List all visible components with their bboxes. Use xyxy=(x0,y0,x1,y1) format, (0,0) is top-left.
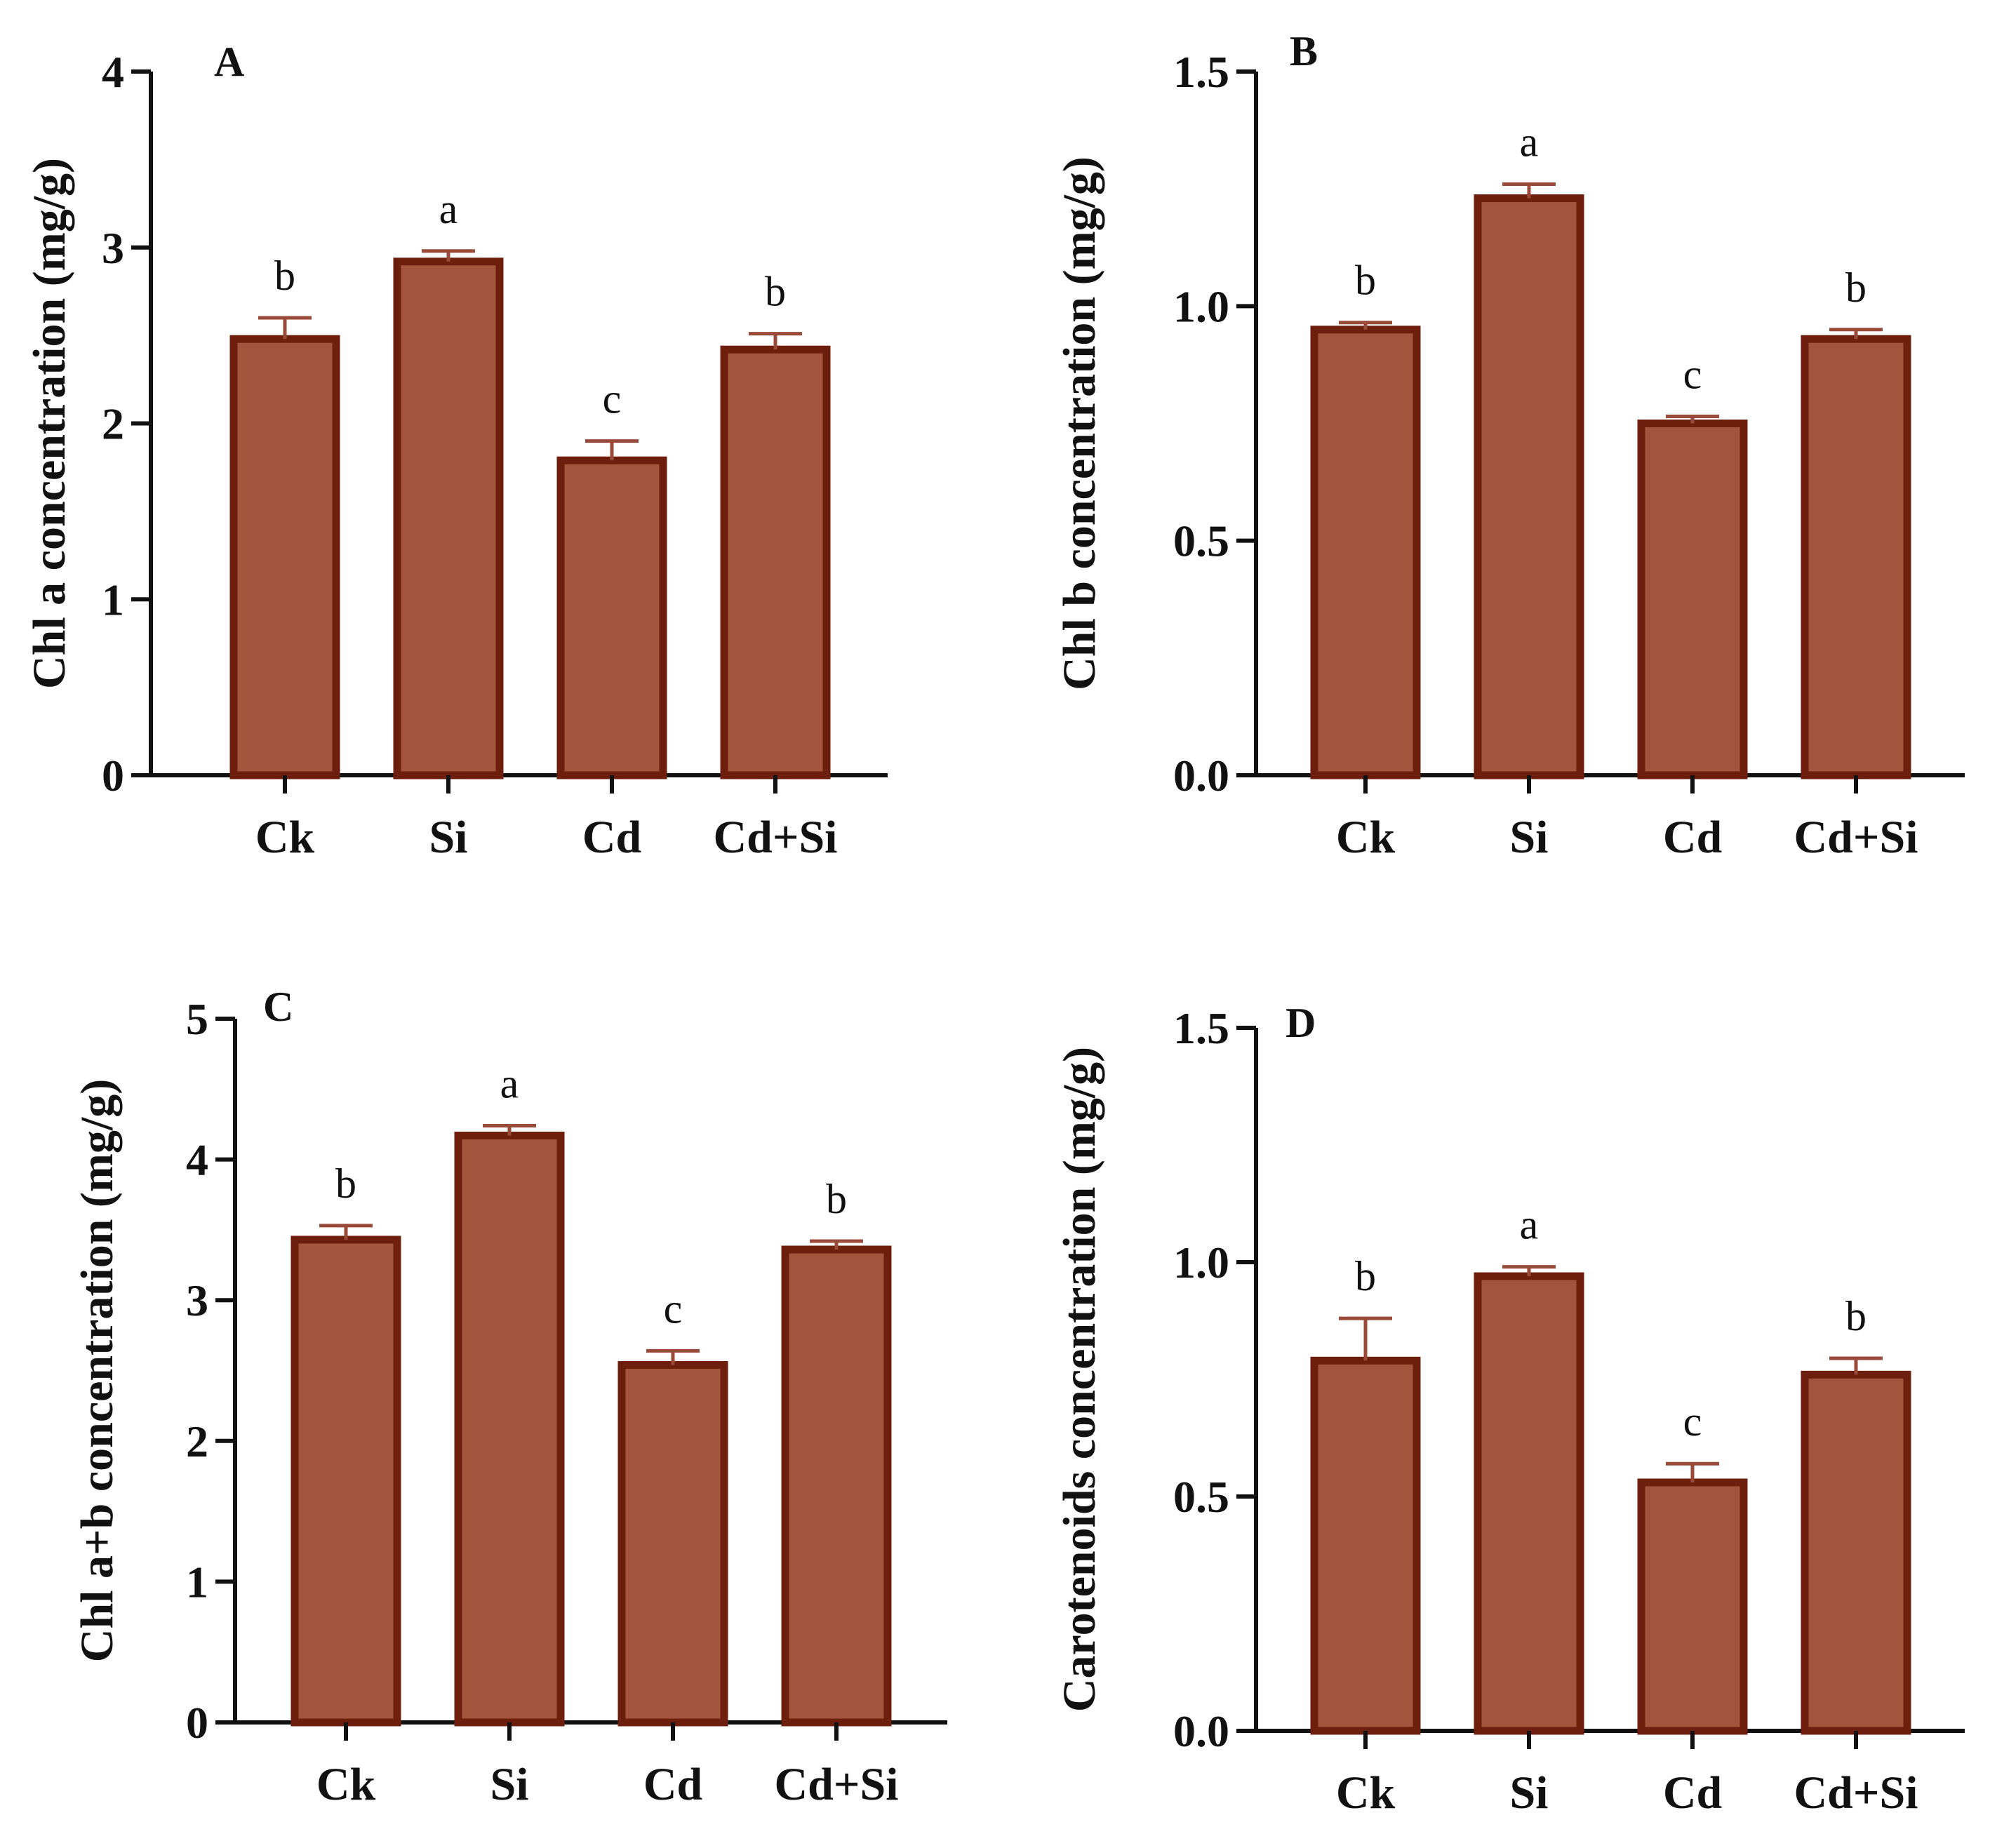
bar-cd-plus-si xyxy=(781,1245,892,1727)
significance-label: b xyxy=(765,269,786,315)
y-tick-label: 1.5 xyxy=(1173,47,1229,97)
chart-panel-c: 0 1 2 3 4 5 Chl a+b concentration (mg/g) Cb Ck a S… xyxy=(72,984,947,1810)
significance-label: b xyxy=(1355,1253,1376,1299)
x-tick-label: Cd xyxy=(582,812,641,863)
bar-si xyxy=(454,1131,565,1727)
bar-si xyxy=(1474,194,1584,779)
significance-label: a xyxy=(1520,119,1539,165)
panel-letter: B xyxy=(1290,28,1318,74)
x-tick-label: Ck xyxy=(316,1759,376,1810)
bar-cd xyxy=(617,1360,728,1727)
y-tick-label: 1.0 xyxy=(1173,1238,1229,1287)
significance-label: a xyxy=(500,1060,519,1106)
y-axis-title: Carotenoids concentration (mg/g) xyxy=(1054,1047,1105,1712)
significance-label: c xyxy=(1683,351,1702,397)
bar-ck xyxy=(1310,326,1421,779)
significance-label: b xyxy=(335,1160,356,1207)
y-tick-label: 0 xyxy=(102,751,124,801)
bar-cd-plus-si xyxy=(720,345,831,779)
chart-panel-a: 0 1 2 3 4 Chl a concentration (mg/g) Ab Ck a Si c C… xyxy=(24,39,888,863)
significance-label: a xyxy=(1520,1202,1539,1248)
x-tick-label: Ck xyxy=(1336,1767,1396,1819)
bar-si xyxy=(393,257,504,779)
y-tick-label: 1.5 xyxy=(1173,1003,1229,1053)
bar-ck xyxy=(1310,1356,1421,1735)
y-tick-label: 2 xyxy=(102,399,124,449)
significance-label: b xyxy=(274,253,295,299)
significance-label: b xyxy=(826,1176,847,1222)
bar-cd xyxy=(1637,1478,1748,1735)
y-tick-label: 3 xyxy=(102,223,124,273)
significance-label: b xyxy=(1845,265,1867,311)
x-tick-label: Cd+Si xyxy=(1794,1767,1918,1819)
x-tick-label: Si xyxy=(429,812,467,863)
x-tick-label: Cd xyxy=(1663,812,1722,863)
x-tick-label: Si xyxy=(1509,1767,1548,1819)
x-tick-label: Cd+Si xyxy=(1794,812,1918,863)
bar-cd xyxy=(556,456,667,779)
panel-letter: C xyxy=(263,984,293,1030)
y-tick-label: 0.0 xyxy=(1173,1706,1229,1756)
x-tick-label: Cd xyxy=(1663,1767,1722,1819)
bar-cd-plus-si xyxy=(1801,335,1911,779)
bar-cd xyxy=(1637,420,1748,779)
y-tick-label: 4 xyxy=(102,47,124,97)
y-tick-label: 1.0 xyxy=(1173,281,1229,331)
x-tick-label: Si xyxy=(490,1759,528,1810)
y-tick-label: 0 xyxy=(186,1698,208,1748)
y-tick-label: 3 xyxy=(186,1275,208,1325)
panel-letter: D xyxy=(1286,1000,1316,1046)
y-tick-label: 0.5 xyxy=(1173,1472,1229,1522)
x-tick-label: Cd+Si xyxy=(713,812,837,863)
y-tick-label: 1 xyxy=(102,575,124,624)
significance-label: c xyxy=(1683,1398,1702,1445)
bar-si xyxy=(1474,1272,1584,1735)
panel-letter: A xyxy=(214,39,244,85)
significance-label: b xyxy=(1845,1293,1867,1339)
x-tick-label: Cd xyxy=(643,1759,702,1810)
chart-panel-d: 0.0 0.5 1.0 1.5 Carotenoids concentration (m… xyxy=(1054,1000,1965,1819)
x-tick-label: Si xyxy=(1509,812,1548,863)
y-axis-title: Chl b concentration (mg/g) xyxy=(1054,156,1105,690)
bar-ck xyxy=(229,335,340,779)
y-tick-label: 0.5 xyxy=(1173,516,1229,566)
chart-panel-b: 0.0 0.5 1.0 1.5 Chl b concentration (mg/g) Bb… xyxy=(1054,28,1965,863)
bar-cd-plus-si xyxy=(1801,1370,1911,1735)
y-tick-label: 1 xyxy=(186,1557,208,1607)
x-tick-label: Cd+Si xyxy=(774,1759,898,1810)
x-tick-label: Ck xyxy=(255,812,315,863)
y-axis-title: Chl a concentration (mg/g) xyxy=(24,158,75,689)
y-tick-label: 4 xyxy=(186,1135,208,1185)
y-tick-label: 5 xyxy=(186,994,208,1044)
significance-label: a xyxy=(439,186,458,232)
bar-ck xyxy=(291,1236,401,1727)
y-tick-label: 0.0 xyxy=(1173,751,1229,801)
x-tick-label: Ck xyxy=(1336,812,1396,863)
y-tick-label: 2 xyxy=(186,1417,208,1466)
significance-label: c xyxy=(603,376,622,422)
y-axis-title: Chl a+b concentration (mg/g) xyxy=(72,1079,123,1662)
significance-label: c xyxy=(664,1285,683,1332)
significance-label: b xyxy=(1355,257,1376,304)
